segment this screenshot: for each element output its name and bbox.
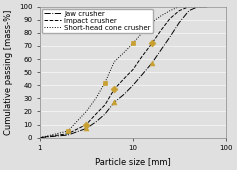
Impact crusher (150, 42, 153, 44)
Short-head cone crusher (141, 32, 143, 34)
Impact crusher (38, 137, 41, 139)
Short-head cone crusher (95, 97, 97, 99)
Jaw crusher (132, 84, 134, 86)
Impact crusher (178, 10, 181, 12)
Impact crusher (104, 104, 106, 106)
Impact crusher (188, 6, 191, 8)
Short-head cone crusher (169, 10, 171, 12)
Jaw crusher (197, 6, 200, 8)
Jaw crusher (123, 93, 125, 95)
Short-head cone crusher (113, 61, 116, 63)
Line: Short-head cone crusher: Short-head cone crusher (40, 7, 207, 138)
Impact crusher (132, 69, 134, 71)
Jaw crusher (188, 10, 191, 12)
Short-head cone crusher (66, 130, 69, 132)
Impact crusher (160, 29, 162, 31)
Short-head cone crusher (104, 82, 106, 84)
Short-head cone crusher (132, 42, 134, 44)
Jaw crusher (160, 49, 162, 51)
Impact crusher (206, 6, 209, 8)
Short-head cone crusher (123, 52, 125, 54)
Line: Impact crusher: Impact crusher (40, 7, 207, 138)
Jaw crusher (178, 21, 181, 23)
Jaw crusher (38, 137, 41, 139)
Jaw crusher (113, 101, 116, 103)
Impact crusher (141, 55, 143, 57)
Short-head cone crusher (188, 6, 191, 8)
Legend: Jaw crusher, Impact crusher, Short-head cone crusher: Jaw crusher, Impact crusher, Short-head … (42, 9, 153, 33)
X-axis label: Particle size [mm]: Particle size [mm] (95, 157, 171, 166)
Jaw crusher (85, 128, 88, 130)
Short-head cone crusher (178, 6, 181, 8)
Jaw crusher (66, 134, 69, 136)
Impact crusher (113, 88, 116, 90)
Jaw crusher (206, 6, 209, 8)
Jaw crusher (95, 121, 97, 123)
Impact crusher (123, 78, 125, 80)
Jaw crusher (169, 36, 171, 38)
Y-axis label: Cumulative passing [mass-%]: Cumulative passing [mass-%] (4, 10, 13, 135)
Jaw crusher (104, 113, 106, 115)
Jaw crusher (141, 74, 143, 76)
Short-head cone crusher (160, 15, 162, 17)
Impact crusher (95, 113, 97, 115)
Jaw crusher (150, 62, 153, 64)
Short-head cone crusher (206, 6, 209, 8)
Impact crusher (66, 133, 69, 135)
Short-head cone crusher (85, 110, 88, 113)
Short-head cone crusher (150, 21, 153, 23)
Impact crusher (197, 6, 200, 8)
Short-head cone crusher (197, 6, 200, 8)
Impact crusher (85, 124, 88, 126)
Short-head cone crusher (38, 137, 41, 139)
Line: Jaw crusher: Jaw crusher (40, 7, 207, 138)
Impact crusher (169, 18, 171, 20)
